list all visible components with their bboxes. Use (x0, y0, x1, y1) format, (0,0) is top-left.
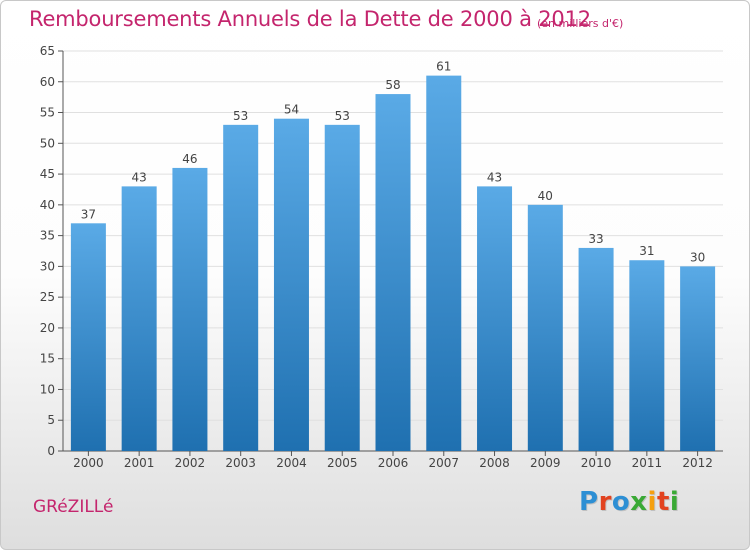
y-tick-label: 25 (40, 290, 55, 304)
bar-value-label: 40 (538, 189, 553, 203)
logo-letter: o (611, 487, 631, 517)
x-tick-label: 2010 (581, 456, 612, 470)
y-tick-label: 0 (47, 444, 55, 458)
logo-letter: P (579, 487, 599, 517)
bar-value-label: 43 (487, 170, 502, 184)
logo-letter: i (669, 487, 680, 517)
bar (426, 75, 462, 451)
y-tick-label: 35 (40, 229, 55, 243)
logo-letter: t (656, 487, 670, 517)
bar (527, 204, 563, 451)
bar (629, 260, 665, 451)
x-tick-label: 2003 (225, 456, 256, 470)
commune-name: GRéZILLé (33, 497, 114, 517)
bar-value-label: 31 (639, 244, 654, 258)
bar-value-label: 53 (233, 109, 248, 123)
x-tick-label: 2004 (276, 456, 307, 470)
bar (477, 186, 513, 451)
y-tick-label: 60 (40, 75, 55, 89)
bar-value-label: 46 (182, 152, 197, 166)
bar (223, 124, 259, 451)
bar (172, 167, 208, 451)
bar-value-label: 30 (690, 250, 705, 264)
bar (324, 124, 360, 451)
bar (70, 223, 106, 451)
bar (680, 266, 716, 451)
y-tick-label: 65 (40, 44, 55, 58)
y-tick-label: 40 (40, 198, 55, 212)
y-tick-label: 15 (40, 352, 55, 366)
x-tick-label: 2011 (632, 456, 663, 470)
bar (578, 247, 614, 451)
proxiti-logo[interactable]: Proxiti (579, 487, 679, 517)
y-tick-label: 20 (40, 321, 55, 335)
bar-value-label: 54 (284, 103, 299, 117)
logo-letter: r (598, 487, 612, 517)
logo-letter: x (630, 487, 648, 517)
y-tick-label: 55 (40, 106, 55, 120)
x-tick-label: 2009 (530, 456, 561, 470)
y-tick-label: 50 (40, 136, 55, 150)
bar-value-label: 43 (132, 170, 147, 184)
unit-note: (en milliers d'€) (537, 17, 624, 30)
chart-title: Remboursements Annuels de la Dette de 20… (29, 7, 591, 31)
x-tick-label: 2012 (682, 456, 713, 470)
bar-value-label: 58 (385, 78, 400, 92)
x-tick-label: 2000 (73, 456, 104, 470)
bar-value-label: 33 (588, 232, 603, 246)
x-tick-label: 2007 (428, 456, 459, 470)
bar (375, 94, 411, 452)
y-tick-label: 10 (40, 382, 55, 396)
bar-value-label: 53 (335, 109, 350, 123)
bar-value-label: 61 (436, 60, 451, 74)
x-tick-label: 2002 (175, 456, 206, 470)
bar (121, 186, 157, 451)
y-tick-label: 45 (40, 167, 55, 181)
x-tick-label: 2001 (124, 456, 155, 470)
y-tick-label: 30 (40, 259, 55, 273)
x-tick-label: 2008 (479, 456, 510, 470)
x-tick-label: 2005 (327, 456, 358, 470)
bar-value-label: 37 (81, 207, 96, 221)
bar (273, 118, 309, 451)
y-tick-label: 5 (47, 413, 55, 427)
logo-letter: i (647, 487, 657, 517)
x-tick-label: 2006 (378, 456, 409, 470)
